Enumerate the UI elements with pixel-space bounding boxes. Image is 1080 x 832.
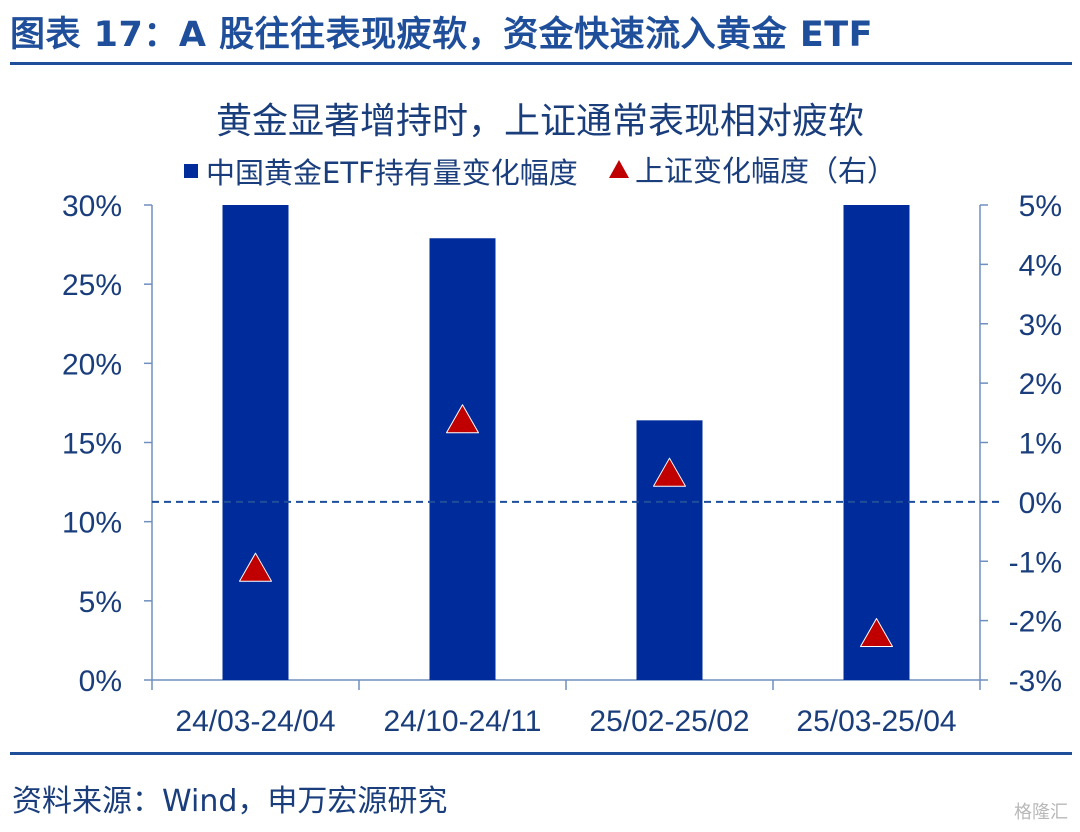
legend-item-etf: 中国黄金ETF持有量变化幅度: [184, 150, 578, 192]
legend-label-sse: 上证变化幅度（右）: [634, 154, 896, 188]
right-tick-label: 3%: [1019, 309, 1062, 342]
footer-rule: [10, 752, 1072, 755]
category-label: 24/10-24/11: [384, 705, 542, 738]
marker-sse-change: [653, 457, 686, 487]
right-tick-label: -2%: [1009, 606, 1062, 639]
marker-sse-change: [446, 404, 479, 434]
category-label: 25/02-25/02: [589, 705, 749, 738]
marker-sse-change: [860, 618, 893, 647]
chart-title: 黄金显著增持时，上证通常表现相对疲软: [215, 101, 864, 142]
right-tick-label: -1%: [1009, 546, 1062, 579]
chart-legend: 中国黄金ETF持有量变化幅度 上证变化幅度（右）: [0, 148, 1080, 192]
right-tick-label: -3%: [1009, 665, 1062, 698]
watermark: 格隆汇: [1014, 802, 1068, 823]
marker-sse-change: [239, 552, 272, 582]
left-tick-label: 0%: [79, 665, 122, 698]
left-tick-label: 30%: [62, 190, 122, 223]
category-label: 24/03-24/04: [175, 705, 335, 738]
right-tick-label: 1%: [1019, 428, 1062, 461]
bar-etf-holdings: [843, 205, 910, 680]
left-tick-label: 5%: [79, 586, 122, 619]
legend-bar-swatch: [184, 164, 199, 178]
figure-title: 图表 17：A 股往往表现疲软，资金快速流入黄金 ETF: [10, 15, 874, 55]
left-tick-label: 15%: [62, 428, 122, 461]
legend-label-etf: 中国黄金ETF持有量变化幅度: [206, 156, 578, 190]
right-tick-label: 2%: [1019, 368, 1062, 401]
right-tick-label: 4%: [1019, 249, 1062, 282]
bar-etf-holdings: [222, 205, 289, 680]
right-tick-label: 5%: [1019, 190, 1062, 223]
title-rule: [10, 62, 1072, 65]
left-tick-label: 20%: [62, 348, 122, 381]
category-label: 25/03-25/04: [796, 705, 956, 738]
right-tick-label: 0%: [1019, 487, 1062, 520]
left-tick-label: 25%: [62, 269, 122, 302]
bar-etf-holdings: [429, 238, 496, 680]
source-note: 资料来源：Wind，申万宏源研究: [12, 784, 448, 819]
legend-triangle-swatch: [608, 160, 629, 178]
legend-item-sse: 上证变化幅度（右）: [595, 148, 896, 190]
left-tick-label: 10%: [62, 507, 122, 540]
